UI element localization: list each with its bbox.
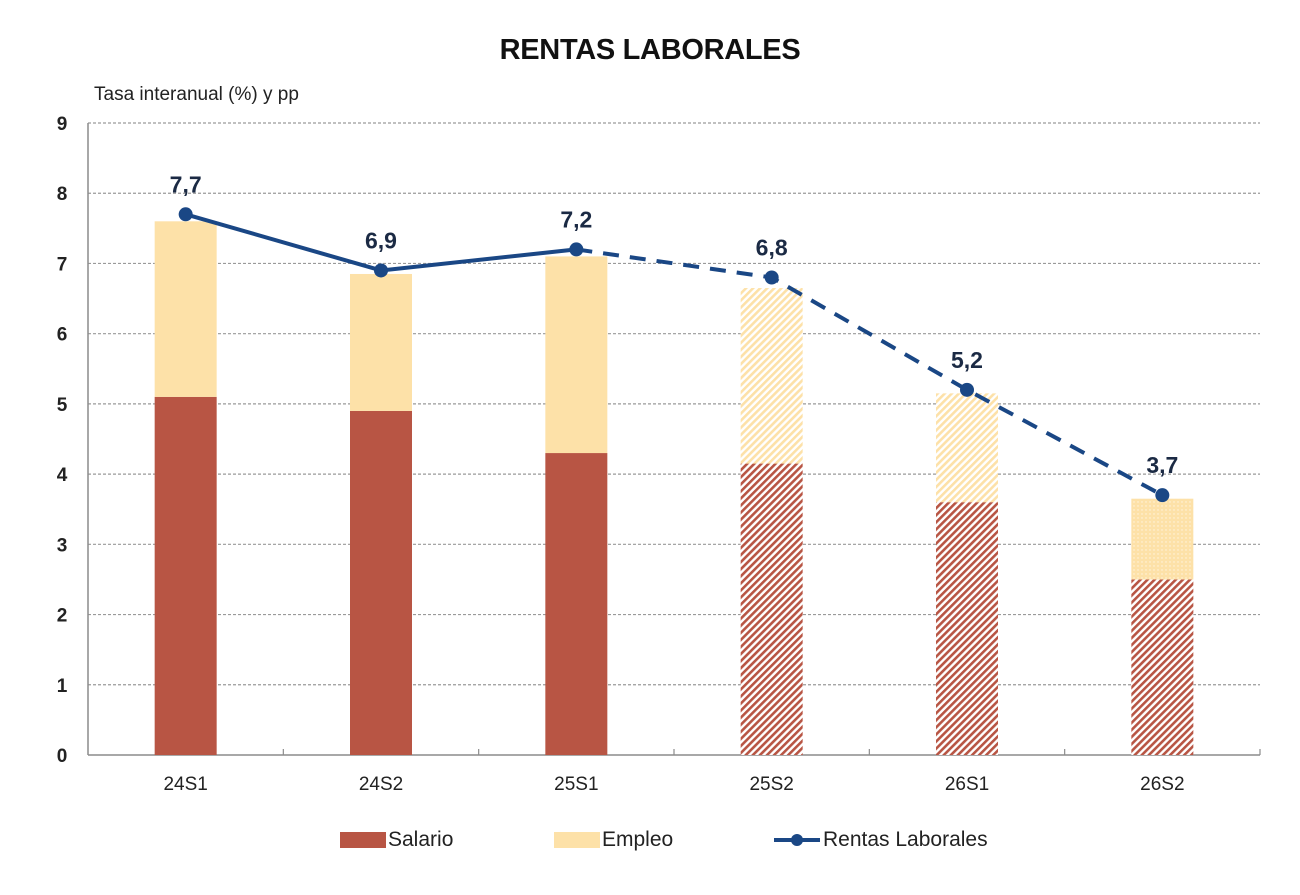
axes: 0 1 2 3 4 5 6 7 8 9 24S1 24S2 25S1 25S2 26S1 26S2 [57,114,1261,795]
legend-swatch-empleo [554,832,600,848]
bar-empleo-26S2 [1131,498,1194,580]
line-rentas-laborales-forecast [576,247,1164,497]
marker-rentas-laborales-25S2 [764,270,779,285]
gridlines [88,122,1260,686]
data-label-24S2: 6,9 [365,227,397,253]
y-tick-label: 0 [57,746,68,767]
y-tick-label: 6 [57,325,68,346]
bar-salario-25S1 [545,453,608,755]
x-tick-label: 24S1 [163,774,207,795]
marker-rentas-laborales-24S1 [178,207,193,222]
bar-empleo-24S2 [350,273,412,411]
y-tick-label: 8 [57,184,68,205]
data-label-24S1: 7,7 [170,171,202,197]
bar-empleo-25S2 [740,288,803,464]
x-tick-label: 25S2 [749,774,793,795]
bar-salario-25S2 [740,463,803,755]
data-label-25S1: 7,2 [560,206,592,232]
y-tick-label: 4 [57,465,68,486]
legend: Salario Empleo Rentas Laborales [0,826,1300,856]
y-tick-label: 5 [57,395,68,416]
bar-empleo-26S1 [936,393,998,503]
marker-rentas-laborales-26S2 [1155,488,1170,503]
y-tick-label: 1 [57,676,68,697]
data-label-26S1: 5,2 [951,347,983,373]
legend-item-rentas-laborales: Rentas Laborales [773,826,988,854]
x-tick-label: 24S2 [359,774,403,795]
bar-salario-26S2 [1131,579,1194,755]
chart-title: RENTAS LABORALES [499,34,801,66]
y-tick-label: 9 [57,114,68,135]
y-tick-label: 2 [57,606,68,627]
data-label-26S2: 3,7 [1146,452,1178,478]
x-tick-label: 26S1 [945,774,989,795]
marker-rentas-laborales-26S1 [960,382,974,397]
data-labels: 7,7 6,9 7,2 6,8 5,2 3,7 [170,171,1179,478]
legend-swatch-salario [340,832,386,848]
y-tick-label: 7 [57,254,68,275]
x-tick-label: 26S2 [1140,774,1184,795]
bar-empleo-25S1 [545,256,608,454]
legend-label: Empleo [602,828,674,851]
x-tick-label: 25S1 [554,774,598,795]
legend-label: Rentas Laborales [823,828,988,851]
marker-rentas-laborales-24S2 [374,263,388,278]
bar-empleo-24S1 [154,221,217,397]
legend-label: Salario [388,828,454,851]
bar-salario-26S1 [936,502,998,755]
line-marker-icon [774,834,820,846]
bar-salario-24S1 [154,396,217,755]
data-label-25S2: 6,8 [756,234,788,260]
line-series [178,207,1170,503]
y-tick-label: 3 [57,535,68,556]
bar-salario-24S2 [350,410,412,755]
legend-item-salario: Salario [340,826,453,854]
bars [154,221,1194,755]
y-axis-label: Tasa interanual (%) y pp [94,84,299,105]
legend-item-empleo: Empleo [554,826,673,854]
marker-rentas-laborales-25S1 [569,242,584,257]
